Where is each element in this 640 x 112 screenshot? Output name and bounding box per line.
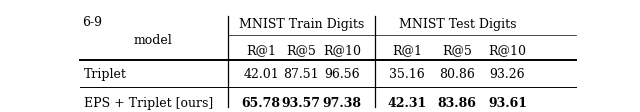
Text: Triplet: Triplet [84, 67, 127, 80]
Text: R@10: R@10 [488, 44, 527, 57]
Text: model: model [134, 34, 173, 47]
Text: R@1: R@1 [246, 44, 276, 57]
Text: 65.78: 65.78 [241, 96, 280, 109]
Text: 83.86: 83.86 [438, 96, 476, 109]
Text: R@10: R@10 [323, 44, 361, 57]
Text: R@5: R@5 [442, 44, 472, 57]
Text: 35.16: 35.16 [390, 67, 425, 80]
Text: MNIST Test Digits: MNIST Test Digits [399, 17, 516, 30]
Text: R@1: R@1 [392, 44, 422, 57]
Text: R@5: R@5 [286, 44, 316, 57]
Text: 42.01: 42.01 [243, 67, 279, 80]
Text: 42.31: 42.31 [388, 96, 427, 109]
Text: 6-9: 6-9 [83, 16, 102, 29]
Text: 87.51: 87.51 [283, 67, 319, 80]
Text: MNIST Train Digits: MNIST Train Digits [239, 17, 364, 30]
Text: 93.26: 93.26 [490, 67, 525, 80]
Text: 96.56: 96.56 [324, 67, 360, 80]
Text: 93.57: 93.57 [281, 96, 320, 109]
Text: 97.38: 97.38 [323, 96, 362, 109]
Text: 80.86: 80.86 [439, 67, 475, 80]
Text: EPS + Triplet [ours]: EPS + Triplet [ours] [84, 96, 213, 109]
Text: 93.61: 93.61 [488, 96, 527, 109]
